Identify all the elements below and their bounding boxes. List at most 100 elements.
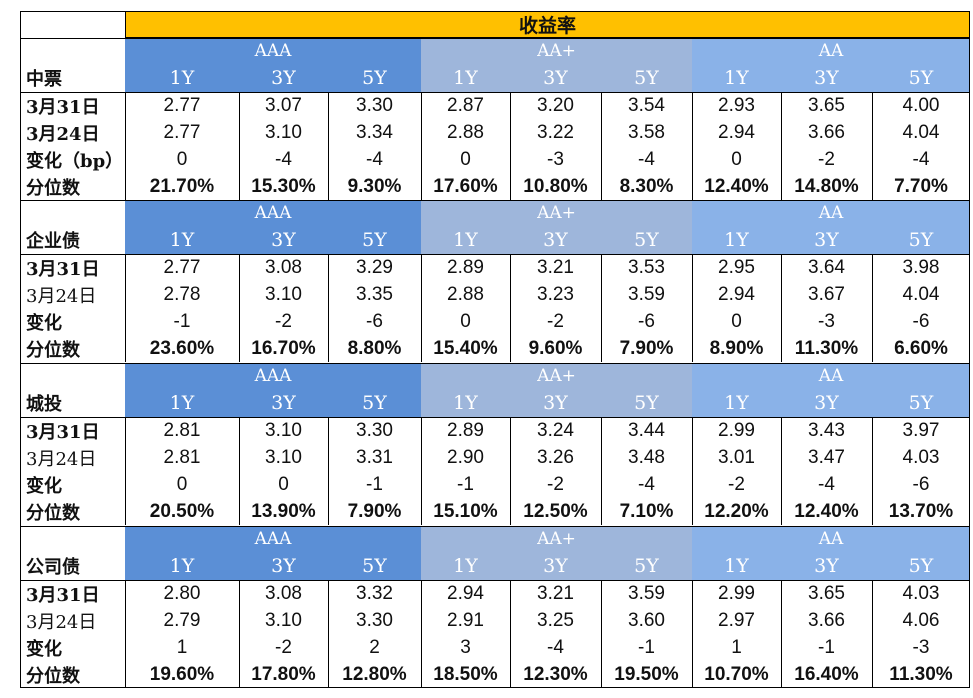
value-cell: -2 [818,148,835,170]
grade-label: AA+ [537,203,576,223]
grid-line [421,580,422,688]
value-cell: -2 [275,636,292,658]
value-cell: 3.98 [902,256,940,278]
percentile-cell: 21.70% [149,175,215,197]
percentile-cell: 8.90% [709,337,764,359]
value-cell: -4 [547,636,564,658]
value-cell: -4 [638,148,655,170]
percentile-cell: 8.80% [347,337,402,359]
grid-line [20,417,970,418]
value-cell: 2.97 [718,609,755,631]
row-label: 3月24日 [26,123,100,145]
percentile-cell: 6.60% [894,337,948,359]
grid-line [20,11,970,12]
row-label: 3月24日 [26,285,97,307]
grid-line [239,580,240,688]
grid-line [969,11,970,688]
grade-label: AAA [254,41,292,61]
value-cell: -6 [366,310,383,332]
value-cell: 2.79 [163,609,201,631]
tenor-label: 1Y [169,67,195,89]
percentile-cell: 13.90% [251,500,316,522]
value-cell: 2.89 [447,419,484,441]
percentile-cell: 10.80% [523,175,588,197]
percentile-cell: 7.10% [619,500,674,522]
tenor-label: 3Y [543,67,568,89]
grid-line [125,92,126,200]
value-cell: 3.21 [537,256,574,278]
value-cell: -4 [366,148,383,170]
value-cell: 2.99 [718,582,755,604]
grid-line [20,687,970,688]
value-cell: 3.65 [808,582,845,604]
grid-line [692,417,693,525]
grid-line [20,38,970,39]
value-cell: 2.94 [718,121,755,143]
tenor-label: 5Y [362,392,387,414]
grade-header-block [421,200,692,254]
row-label: 分位数 [26,502,80,524]
tenor-label: 3Y [271,392,296,414]
tenor-label: 1Y [453,67,478,89]
value-cell: 3.35 [356,283,393,305]
value-cell: 3.10 [265,609,302,631]
row-label: 变化 [26,638,62,660]
value-cell: 0 [460,148,471,170]
grade-header-block [421,363,692,417]
percentile-cell: 12.30% [523,663,588,685]
tenor-label: 3Y [543,555,568,577]
value-cell: -4 [912,148,930,170]
value-cell: 2.90 [447,446,484,468]
grid-line [872,580,873,688]
value-cell: -6 [912,310,930,332]
value-cell: 2.80 [163,582,201,604]
grade-label: AAA [254,529,292,549]
value-cell: 2.91 [447,609,484,631]
value-cell: 0 [731,148,742,170]
tenor-label: 3Y [814,555,839,577]
percentile-cell: 12.20% [704,500,769,522]
percentile-cell: 17.80% [251,663,316,685]
value-cell: 3.10 [265,283,302,305]
grid-line [601,92,602,200]
value-cell: 3.44 [628,419,665,441]
row-label: 分位数 [26,339,80,361]
percentile-cell: 9.30% [347,175,402,197]
value-cell: 3.97 [902,419,940,441]
value-cell: 2.77 [163,94,201,116]
value-cell: 4.03 [902,446,940,468]
grid-line [692,254,693,362]
value-cell: 3.10 [265,121,302,143]
value-cell: -2 [547,310,564,332]
grade-header-block [692,363,970,417]
value-cell: 3.43 [808,419,845,441]
value-cell: 2.77 [163,121,201,143]
value-cell: 3.60 [628,609,665,631]
tenor-label: 5Y [634,392,659,414]
grid-line [20,200,970,201]
percentile-cell: 12.80% [342,663,407,685]
grid-line [421,92,422,200]
tenor-label: 1Y [169,229,195,251]
grade-header-block [692,38,970,92]
grade-label: AA [818,41,844,61]
value-cell: 2.87 [447,94,484,116]
tenor-label: 5Y [908,555,934,577]
value-cell: -3 [912,636,930,658]
percentile-cell: 12.40% [794,500,859,522]
value-cell: -3 [547,148,564,170]
percentile-cell: 16.70% [251,337,316,359]
value-cell: 3.58 [628,121,665,143]
row-label: 3月31日 [26,421,100,443]
grade-header-block [692,526,970,580]
tenor-label: 3Y [543,229,568,251]
row-label: 3月24日 [26,611,97,633]
value-cell: 2.88 [447,121,484,143]
percentile-cell: 11.30% [794,337,859,359]
value-cell: -1 [366,473,383,495]
value-cell: 2.99 [718,419,755,441]
value-cell: -2 [275,310,292,332]
grid-line [781,92,782,200]
value-cell: -4 [275,148,292,170]
